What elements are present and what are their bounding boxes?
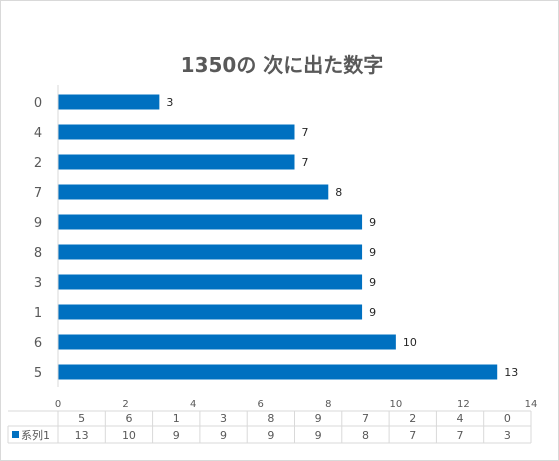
x-axis: 0 2 4 6 8 10 12 14 — [55, 85, 538, 410]
data-label-2: 7 — [302, 156, 309, 169]
table-header-8: 8 — [267, 412, 274, 425]
x-tick-label-8: 8 — [325, 399, 331, 410]
table-value-6: 10 — [122, 429, 136, 442]
category-label-3: 3 — [34, 276, 42, 291]
table-header-4: 4 — [457, 412, 464, 425]
bar-5 — [58, 364, 498, 380]
table-value-5: 13 — [75, 429, 89, 442]
bar-3 — [58, 274, 363, 290]
table-header-1: 1 — [173, 412, 180, 425]
data-label-9: 9 — [369, 216, 376, 229]
data-label-7: 8 — [335, 186, 342, 199]
category-label-7: 7 — [34, 186, 42, 201]
data-table: 5 13 6 10 1 9 3 9 8 9 9 9 7 8 2 7 4 7 0 3 系列1 — [7, 410, 532, 444]
table-value-7: 8 — [362, 429, 369, 442]
data-label-5: 13 — [504, 366, 518, 379]
table-value-2: 7 — [409, 429, 416, 442]
x-tick-label-2: 2 — [122, 399, 128, 410]
table-header-2: 2 — [409, 412, 416, 425]
data-label-8: 9 — [369, 246, 376, 259]
category-label-2: 2 — [34, 156, 42, 171]
table-value-8: 9 — [267, 429, 274, 442]
bar-4 — [58, 124, 295, 140]
bar-9 — [58, 214, 363, 230]
category-label-1: 1 — [34, 306, 42, 321]
category-label-8: 8 — [34, 246, 42, 261]
table-header-3: 3 — [220, 412, 227, 425]
data-label-6: 10 — [403, 336, 417, 349]
data-label-1: 9 — [369, 306, 376, 319]
table-header-7: 7 — [362, 412, 369, 425]
table-header-0: 0 — [504, 412, 511, 425]
chart-title: 1350の 次に出た数字 — [181, 53, 384, 77]
bars-layer: 5 13 6 10 1 9 3 9 8 9 9 9 7 8 2 7 4 7 0 3 — [34, 94, 518, 381]
legend-key-swatch — [12, 431, 19, 438]
x-tick-label-0: 0 — [55, 399, 61, 410]
table-value-9: 9 — [315, 429, 322, 442]
bar-6 — [58, 334, 396, 350]
category-label-4: 4 — [34, 126, 42, 141]
bar-2 — [58, 154, 295, 170]
bar-1 — [58, 304, 363, 320]
bar-0 — [58, 94, 160, 110]
bar-7 — [58, 184, 329, 200]
category-label-6: 6 — [34, 336, 42, 351]
table-value-3: 9 — [220, 429, 227, 442]
table-header-6: 6 — [125, 412, 132, 425]
data-label-0: 3 — [166, 96, 173, 109]
table-header-9: 9 — [315, 412, 322, 425]
table-value-1: 9 — [173, 429, 180, 442]
x-tick-label-6: 6 — [258, 399, 264, 410]
data-label-3: 9 — [369, 276, 376, 289]
table-value-4: 7 — [457, 429, 464, 442]
x-tick-label-14: 14 — [525, 399, 538, 410]
category-label-9: 9 — [34, 216, 42, 231]
data-label-4: 7 — [302, 126, 309, 139]
table-header-5: 5 — [78, 412, 85, 425]
legend-key-label: 系列1 — [21, 428, 50, 442]
category-label-0: 0 — [34, 96, 42, 111]
bar-8 — [58, 244, 363, 260]
category-label-5: 5 — [34, 366, 42, 381]
x-tick-label-4: 4 — [190, 399, 196, 410]
x-tick-label-10: 10 — [389, 399, 402, 410]
table-value-0: 3 — [504, 429, 511, 442]
x-tick-label-12: 12 — [457, 399, 470, 410]
